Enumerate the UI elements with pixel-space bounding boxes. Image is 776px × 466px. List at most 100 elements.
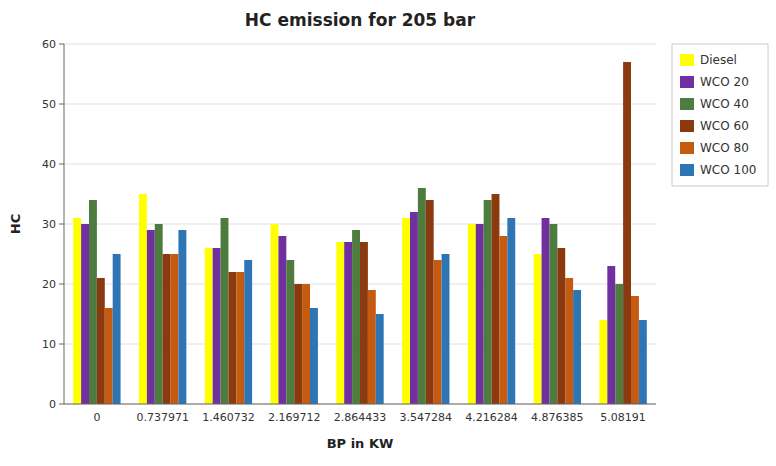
chart-container: 0 10 20 30 40 50 60 0 0.737971 1.460732 2.169712 2.…	[0, 0, 776, 466]
legend-label: WCO 40	[700, 97, 749, 111]
legend: DieselWCO 20WCO 40WCO 60WCO 80WCO 100	[672, 44, 768, 186]
bar	[278, 236, 286, 404]
bar	[221, 218, 229, 404]
bar	[113, 254, 121, 404]
bar	[360, 242, 368, 404]
bar	[573, 290, 581, 404]
y-axis-label: HC	[8, 214, 23, 234]
bar	[599, 320, 607, 404]
y-tick	[59, 44, 64, 45]
bar	[631, 296, 639, 404]
bar	[607, 266, 615, 404]
legend-swatch	[680, 76, 694, 88]
y-tick-label: 0	[49, 398, 56, 411]
x-tick-label: 0.737971	[136, 411, 189, 424]
legend-label: WCO 60	[700, 119, 749, 133]
bar	[639, 320, 647, 404]
x-tick-label: 2.864433	[334, 411, 387, 424]
bar	[434, 260, 442, 404]
bar	[402, 218, 410, 404]
bar	[310, 308, 318, 404]
bar	[484, 200, 492, 404]
bar	[368, 290, 376, 404]
bar	[286, 260, 294, 404]
bar	[236, 272, 244, 404]
legend-label: WCO 20	[700, 75, 749, 89]
y-tick-label: 50	[42, 98, 56, 111]
x-tick-label: 2.169712	[268, 411, 321, 424]
bar	[623, 62, 631, 404]
y-tick	[59, 104, 64, 105]
bar	[89, 200, 97, 404]
bar	[492, 194, 500, 404]
bar	[163, 254, 171, 404]
bar	[352, 230, 360, 404]
bar	[244, 260, 252, 404]
y-tick	[59, 224, 64, 225]
bar	[271, 224, 279, 404]
bar	[468, 224, 476, 404]
x-tick-label: 4.216284	[465, 411, 518, 424]
y-tick-label: 10	[42, 338, 56, 351]
legend-swatch	[680, 120, 694, 132]
bar	[294, 284, 302, 404]
x-tick-label: 3.547284	[400, 411, 453, 424]
bar	[336, 242, 344, 404]
y-axis-line	[64, 44, 65, 404]
bar	[542, 218, 550, 404]
bar	[302, 284, 310, 404]
bar	[410, 212, 418, 404]
bar	[97, 278, 105, 404]
y-tick	[59, 164, 64, 165]
y-tick-label: 60	[42, 38, 56, 51]
x-axis: 0 0.737971 1.460732 2.169712 2.864433 3.54728…	[93, 411, 645, 424]
grid-line	[64, 104, 656, 105]
y-tick	[59, 404, 64, 405]
bar	[615, 284, 623, 404]
y-tick	[59, 284, 64, 285]
bar	[442, 254, 450, 404]
bar	[178, 230, 186, 404]
x-tick-label: 4.876385	[531, 411, 584, 424]
legend-box	[672, 44, 768, 186]
legend-swatch	[680, 142, 694, 154]
x-tick-label: 0	[93, 411, 100, 424]
grid-line	[64, 44, 656, 45]
x-axis-line	[64, 404, 656, 405]
y-tick-label: 20	[42, 278, 56, 291]
legend-swatch	[680, 54, 694, 66]
bar	[228, 272, 236, 404]
bar	[376, 314, 384, 404]
legend-label: WCO 100	[700, 163, 756, 177]
title: HC emission for 205 bar	[245, 10, 476, 30]
y-tick	[59, 344, 64, 345]
x-tick-label: 5.08191	[600, 411, 646, 424]
y-tick-label: 30	[42, 218, 56, 231]
bar	[147, 230, 155, 404]
bar	[155, 224, 163, 404]
bar	[213, 248, 221, 404]
bar	[418, 188, 426, 404]
y-tick-label: 40	[42, 158, 56, 171]
bar	[426, 200, 434, 404]
bar	[549, 224, 557, 404]
bar	[81, 224, 89, 404]
grid-line	[64, 404, 656, 405]
bar	[476, 224, 484, 404]
bar	[499, 236, 507, 404]
bar	[565, 278, 573, 404]
bars	[73, 62, 647, 404]
grid-line	[64, 224, 656, 225]
bar	[507, 218, 515, 404]
legend-label: WCO 80	[700, 141, 749, 155]
bar	[139, 194, 147, 404]
chart: 0 10 20 30 40 50 60 0 0.737971 1.460732 2.169712 2.…	[0, 0, 776, 466]
y-axis: 0 10 20 30 40 50 60	[42, 38, 656, 411]
x-tick-label: 1.460732	[202, 411, 255, 424]
bar	[557, 248, 565, 404]
grid-line	[64, 164, 656, 165]
bar	[205, 248, 213, 404]
bar	[171, 254, 179, 404]
x-axis-label: BP in KW	[327, 436, 394, 451]
bar	[534, 254, 542, 404]
